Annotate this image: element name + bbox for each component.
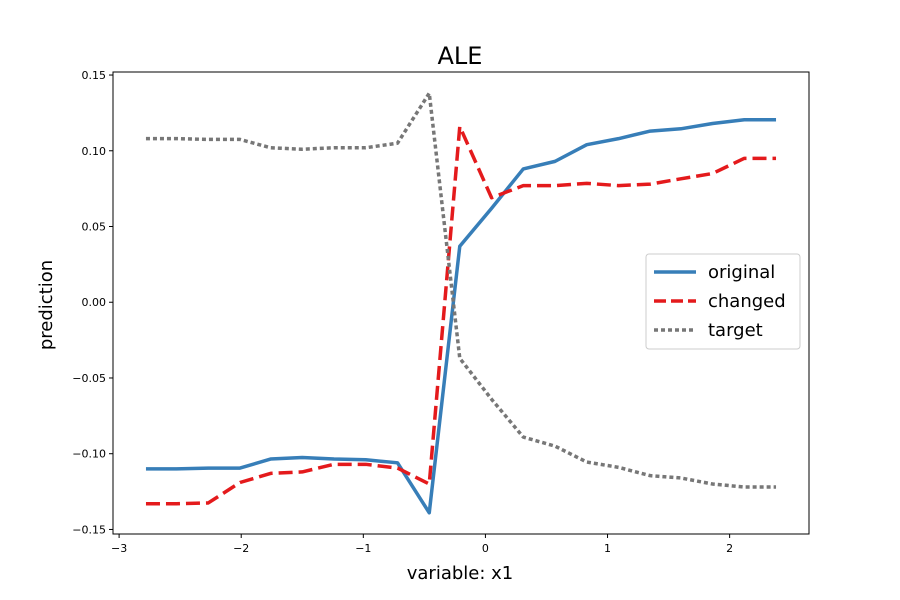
y-tick-label: −0.05	[72, 372, 106, 385]
lines-layer	[145, 91, 777, 515]
y-tick-label: 0.05	[82, 221, 107, 234]
y-tick-label: 0.10	[82, 145, 107, 158]
chart-title: ALE	[438, 42, 483, 70]
y-tick-label: 0.15	[82, 69, 107, 82]
legend-box	[645, 253, 801, 350]
x-tick-label: 0	[482, 542, 489, 555]
series-line-original	[145, 117, 777, 515]
legend-label-changed: changed	[708, 291, 786, 312]
legend: original changed target	[645, 253, 801, 350]
x-tick-label: −1	[355, 542, 371, 555]
x-tick-label: 1	[604, 542, 611, 555]
legend-label-target: target	[708, 320, 763, 341]
x-axis-ticks: −3 −2 −1 0 1 2	[111, 534, 733, 555]
x-tick-label: −2	[233, 542, 249, 555]
x-tick-label: −3	[111, 542, 127, 555]
x-tick-label: 2	[726, 542, 733, 555]
y-tick-label: −0.10	[72, 448, 106, 461]
series-line-target	[145, 91, 777, 489]
y-tick-label: −0.15	[72, 523, 106, 536]
legend-label-original: original	[708, 262, 775, 283]
y-tick-label: 0.00	[82, 296, 107, 309]
y-axis-ticks: −0.15 −0.10 −0.05 0.00 0.05 0.10 0.15	[72, 69, 113, 536]
y-axis-label: prediction	[36, 260, 57, 350]
series-line-changed	[145, 124, 777, 506]
x-axis-label: variable: x1	[407, 563, 514, 584]
plot-frame	[112, 71, 810, 535]
